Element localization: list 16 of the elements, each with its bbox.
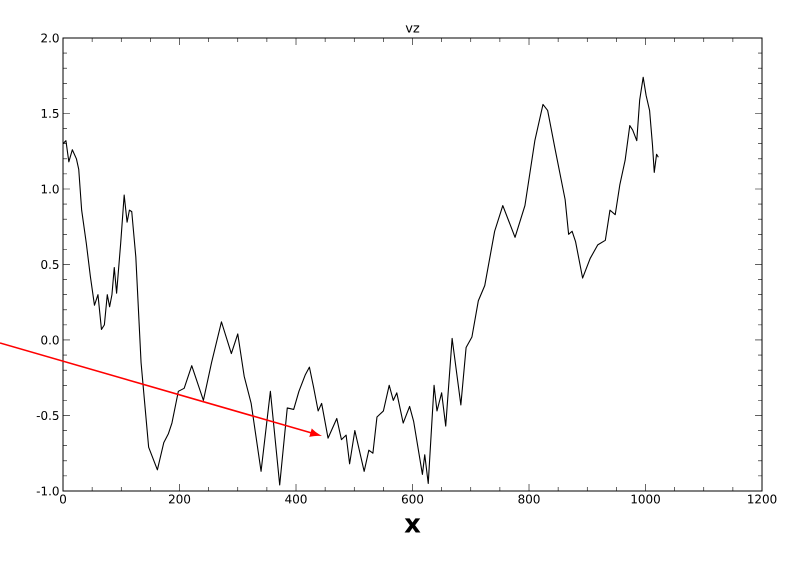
y-tick-label: -1.0: [36, 486, 59, 496]
x-tick-label: 200: [168, 494, 190, 504]
y-tick-label: -0.5: [36, 410, 58, 420]
chart-title: vz: [406, 25, 420, 32]
y-tick-label: 1.5: [42, 109, 58, 118]
y-tick-label: 1.0: [42, 184, 59, 194]
x-tick-label: 400: [285, 494, 307, 504]
x-tick-label: 600: [402, 494, 424, 504]
x-tick-label: 1000: [632, 494, 660, 504]
x-tick-label: 1200: [748, 494, 776, 504]
x-tick-label: 800: [518, 494, 540, 504]
x-axis-title: x: [404, 518, 420, 533]
y-tick-label: 2.0: [41, 33, 59, 43]
x-tick-label: 0: [60, 494, 66, 504]
y-tick-label: 0.0: [41, 335, 59, 345]
y-tick-label: 0.5: [41, 260, 58, 270]
